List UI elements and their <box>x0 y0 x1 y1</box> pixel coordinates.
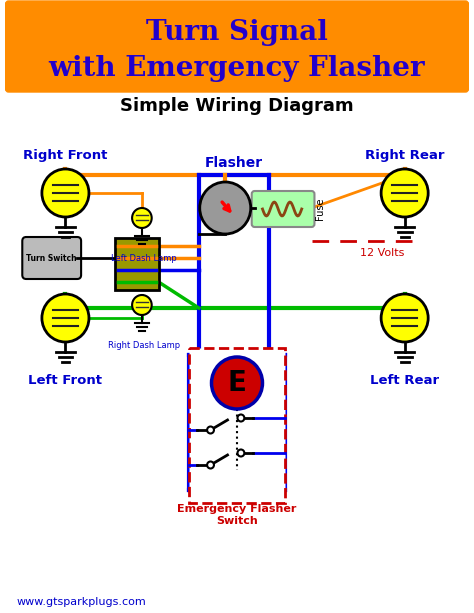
Circle shape <box>211 357 263 409</box>
Text: with Emergency Flasher: with Emergency Flasher <box>49 55 425 82</box>
Text: Turn Switch: Turn Switch <box>27 254 77 262</box>
FancyBboxPatch shape <box>6 1 468 92</box>
Text: Turn Signal: Turn Signal <box>146 18 328 45</box>
Text: Right Front: Right Front <box>23 148 108 161</box>
Circle shape <box>381 169 428 217</box>
Circle shape <box>381 294 428 342</box>
Text: E: E <box>228 369 246 397</box>
Circle shape <box>237 449 245 457</box>
Circle shape <box>132 208 152 228</box>
FancyBboxPatch shape <box>189 348 285 503</box>
Circle shape <box>42 169 89 217</box>
Circle shape <box>132 295 152 315</box>
Text: Simple Wiring Diagram: Simple Wiring Diagram <box>120 97 354 115</box>
FancyBboxPatch shape <box>22 237 81 279</box>
Text: www.gtsparkplugs.com: www.gtsparkplugs.com <box>17 597 146 607</box>
FancyBboxPatch shape <box>116 238 159 290</box>
Circle shape <box>207 427 214 433</box>
FancyBboxPatch shape <box>252 191 314 227</box>
Text: Right Dash Lamp: Right Dash Lamp <box>108 341 180 350</box>
Circle shape <box>237 414 245 422</box>
Text: Left Rear: Left Rear <box>370 373 439 387</box>
Circle shape <box>42 294 89 342</box>
Text: Right Rear: Right Rear <box>365 148 445 161</box>
Text: Emergency Flasher
Switch: Emergency Flasher Switch <box>177 504 297 526</box>
Circle shape <box>200 182 251 234</box>
Text: Flasher: Flasher <box>205 156 263 170</box>
Text: Left Dash Lamp: Left Dash Lamp <box>111 254 177 263</box>
Text: Fuse: Fuse <box>315 198 326 220</box>
Circle shape <box>207 462 214 468</box>
Text: Left Front: Left Front <box>28 373 102 387</box>
Text: 12 Volts: 12 Volts <box>360 248 404 258</box>
